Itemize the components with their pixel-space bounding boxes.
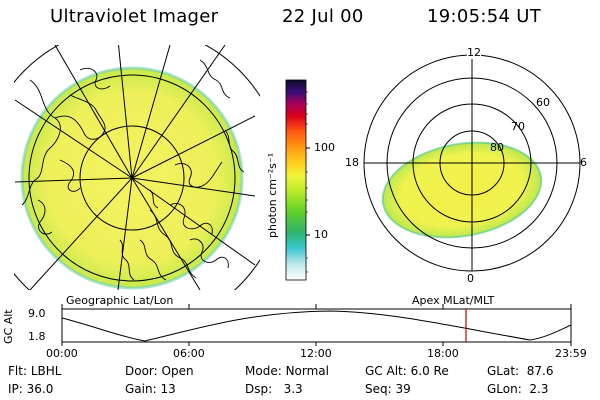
left-panel-title: Geographic Lat/Lon [66, 294, 174, 307]
colorbar [285, 79, 310, 281]
geographic-map [14, 45, 260, 290]
time-tick-1200: 12:00 [300, 347, 332, 360]
time-tick-0600: 06:00 [173, 347, 205, 360]
time-tick-1800: 18:00 [427, 347, 459, 360]
info-glon: GLon: 2.3 [487, 382, 549, 396]
altitude-plot [61, 304, 572, 346]
info-filter: Flt: LBHL [8, 364, 62, 378]
app-title: Ultraviolet Imager [50, 6, 219, 27]
info-gain: Gain: 13 [125, 382, 176, 396]
info-door: Door: Open [125, 364, 194, 378]
time-tick-2359: 23:59 [555, 347, 587, 360]
mlt-label-6: 6 [580, 156, 587, 169]
colorbar-tick-100: 100 [314, 141, 335, 154]
info-gc-alt: GC Alt: 6.0 Re [365, 364, 449, 378]
altitude-axis-title: GC Alt [2, 309, 15, 344]
mlat-label-70: 70 [511, 120, 525, 133]
altitude-y-bottom: 1.8 [28, 330, 46, 343]
observation-time: 19:05:54 UT [427, 6, 542, 27]
mlat-label-60: 60 [536, 96, 550, 109]
colorbar-tick-10: 10 [314, 228, 328, 241]
time-tick-0000: 00:00 [46, 347, 78, 360]
polar-plot [363, 54, 581, 272]
colorbar-axis-label: photon cm⁻²s⁻¹ [266, 152, 279, 238]
info-seq: Seq: 39 [365, 382, 411, 396]
mlt-label-12: 12 [467, 46, 481, 59]
info-ip: IP: 36.0 [8, 382, 54, 396]
info-dsp: Dsp: 3.3 [245, 382, 303, 396]
info-mode: Mode: Normal [245, 364, 329, 378]
mlat-label-80: 80 [490, 141, 504, 154]
observation-date: 22 Jul 00 [282, 6, 364, 27]
altitude-y-top: 9.0 [28, 307, 46, 320]
right-panel-title: Apex MLat/MLT [412, 294, 495, 307]
mlt-label-18: 18 [345, 156, 359, 169]
info-glat: GLat: 87.6 [487, 364, 554, 378]
mlt-label-0: 0 [467, 272, 474, 285]
